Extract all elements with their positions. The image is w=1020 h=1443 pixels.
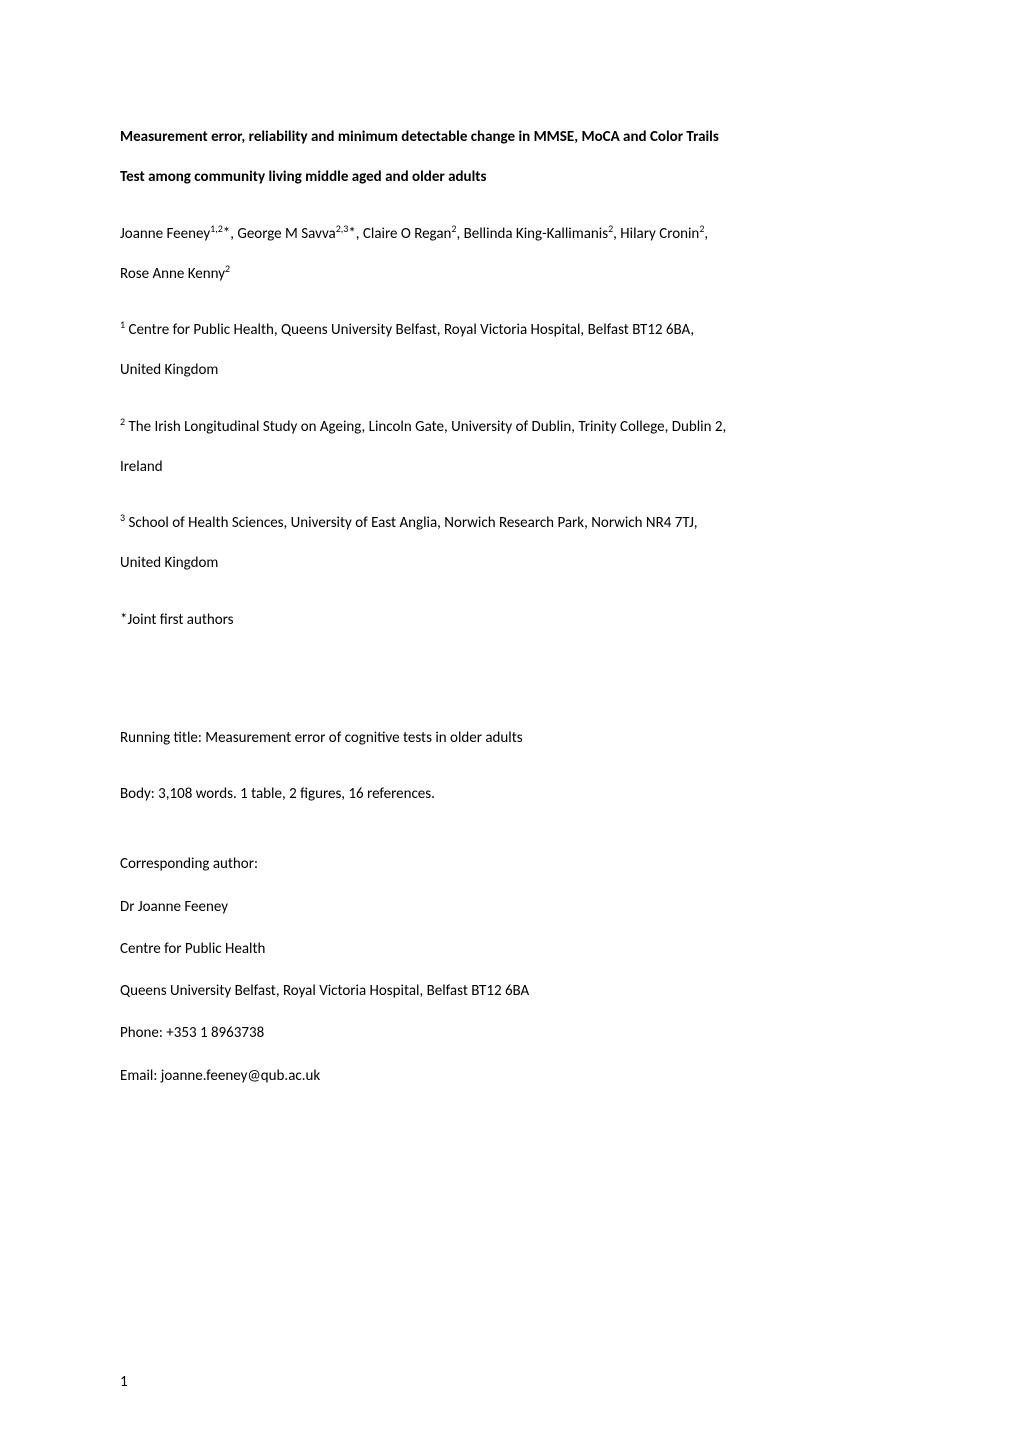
affiliation-3: 3 School of Health Sciences, University … xyxy=(120,504,900,542)
affiliation-2-text-a: The Irish Longitudinal Study on Ageing, … xyxy=(125,418,726,436)
corresponding-author-phone: Phone: +353 1 8963738 xyxy=(120,1014,900,1052)
author-regan-prefix: *, Claire O Regan xyxy=(348,225,451,243)
authors-line-1: Joanne Feeney1,2*, George M Savva2,3*, C… xyxy=(120,215,900,253)
affiliation-1-text-a: Centre for Public Health, Queens Univers… xyxy=(125,321,694,339)
page-number: 1 xyxy=(120,1373,128,1391)
author-kenny-sup: 2 xyxy=(225,262,230,275)
title-line-1: Measurement error, reliability and minim… xyxy=(120,128,719,146)
author-feeney-sup: 1,2 xyxy=(210,222,223,235)
affiliation-3-text-b: United Kingdom xyxy=(120,554,218,572)
author-savva-sup: 2,3 xyxy=(336,222,349,235)
running-title: Running title: Measurement error of cogn… xyxy=(120,719,900,757)
author-cronin-prefix: , Hilary Cronin xyxy=(613,225,699,243)
title: Measurement error, reliability and minim… xyxy=(120,118,900,156)
affiliation-2-cont: Ireland xyxy=(120,448,900,486)
affiliation-3-cont: United Kingdom xyxy=(120,544,900,582)
corresponding-author-address: Queens University Belfast, Royal Victori… xyxy=(120,972,900,1010)
authors-line-2: Rose Anne Kenny2 xyxy=(120,255,900,293)
corresponding-author-name: Dr Joanne Feeney xyxy=(120,888,900,926)
page-container: Measurement error, reliability and minim… xyxy=(0,0,1020,1443)
corresponding-author-label: Corresponding author: xyxy=(120,845,900,883)
affiliation-1-text-b: United Kingdom xyxy=(120,361,218,379)
corresponding-author-centre: Centre for Public Health xyxy=(120,930,900,968)
author-comma: , xyxy=(704,225,708,243)
affiliation-2: 2 The Irish Longitudinal Study on Ageing… xyxy=(120,408,900,446)
author-kenny: Rose Anne Kenny xyxy=(120,265,225,283)
title-line-2: Test among community living middle aged … xyxy=(120,168,486,186)
body-count: Body: 3,108 words. 1 table, 2 figures, 1… xyxy=(120,775,900,813)
affiliation-1-cont: United Kingdom xyxy=(120,351,900,389)
author-king-prefix: , Bellinda King-Kallimanis xyxy=(456,225,608,243)
joint-authors-note: *Joint first authors xyxy=(120,601,900,639)
corresponding-author-email: Email: joanne.feeney@qub.ac.uk xyxy=(120,1057,900,1095)
title-cont: Test among community living middle aged … xyxy=(120,158,900,196)
affiliation-2-text-b: Ireland xyxy=(120,458,163,476)
affiliation-1: 1 Centre for Public Health, Queens Unive… xyxy=(120,311,900,349)
affiliation-3-text-a: School of Health Sciences, University of… xyxy=(125,514,697,532)
author-feeney: Joanne Feeney xyxy=(120,225,210,243)
author-savva-prefix: *, George M Savva xyxy=(223,225,336,243)
